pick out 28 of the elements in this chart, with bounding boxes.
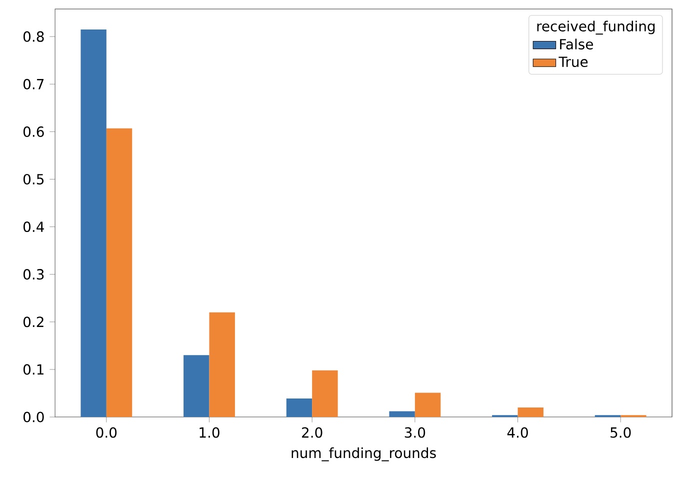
x-axis-title: num_funding_rounds bbox=[292, 447, 436, 462]
bar bbox=[518, 407, 544, 417]
legend-label: False bbox=[560, 38, 593, 50]
y-tick-label: 0.5 bbox=[23, 174, 44, 184]
y-tick-label: 0.3 bbox=[23, 269, 44, 280]
bar bbox=[184, 355, 210, 417]
bar bbox=[389, 411, 415, 417]
legend-title: received_funding bbox=[537, 20, 655, 35]
y-tick-label: 0.8 bbox=[23, 31, 44, 42]
bar bbox=[80, 29, 106, 417]
bar bbox=[312, 370, 338, 417]
x-tick-label: 1.0 bbox=[200, 427, 220, 438]
y-tick-label: 0.4 bbox=[23, 222, 44, 232]
y-tick-label: 0.6 bbox=[23, 126, 44, 137]
bar bbox=[209, 312, 235, 417]
x-tick-label: 0.0 bbox=[96, 427, 117, 438]
bar bbox=[414, 392, 441, 417]
x-tick-label: 4.0 bbox=[507, 427, 528, 438]
y-tick-label: 0.1 bbox=[23, 364, 44, 375]
x-tick-label: 5.0 bbox=[610, 427, 631, 438]
x-tick-label: 3.0 bbox=[404, 427, 426, 438]
bar bbox=[106, 128, 132, 417]
legend-label: True bbox=[558, 56, 588, 68]
y-tick-label: 0.2 bbox=[23, 316, 44, 328]
x-tick-label: 2.0 bbox=[302, 427, 322, 438]
y-tick-label: 0.0 bbox=[23, 412, 44, 422]
y-tick-label: 0.7 bbox=[23, 78, 44, 90]
bar bbox=[286, 398, 312, 417]
